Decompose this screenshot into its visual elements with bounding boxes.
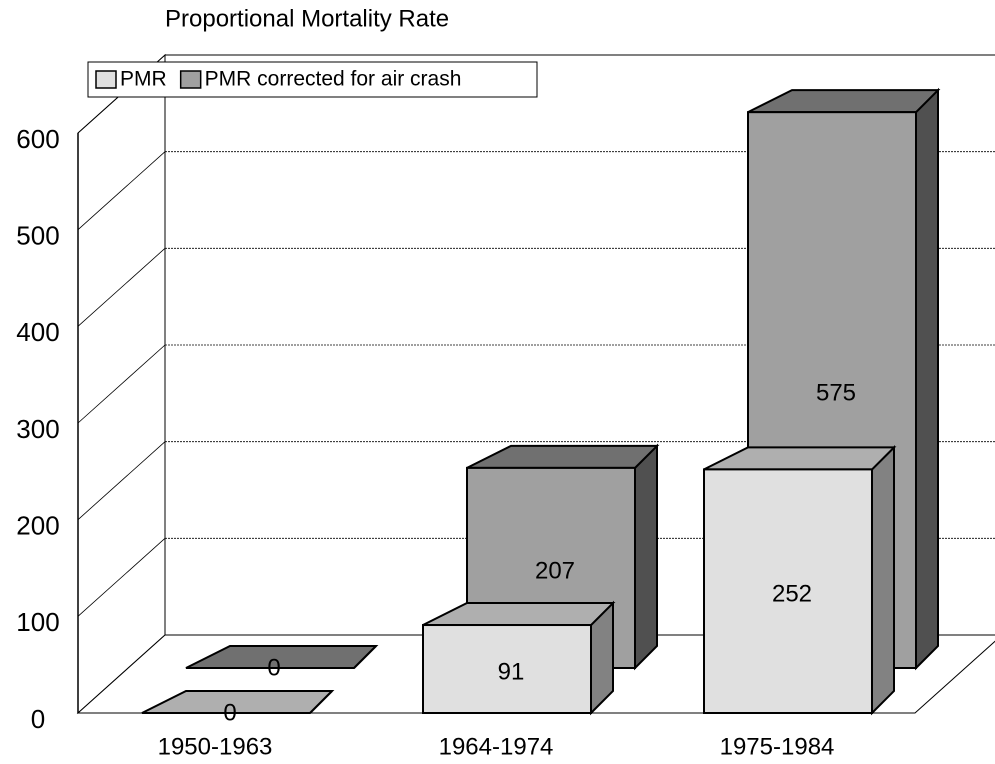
data-label: 0	[267, 654, 280, 681]
data-label: 91	[498, 658, 525, 685]
side-grid-line	[77, 538, 166, 617]
chart-title: Proportional Mortality Rate	[165, 5, 449, 32]
bar-front	[703, 468, 873, 714]
side-grid-line	[77, 151, 166, 230]
side-grid-line	[77, 344, 166, 424]
legend-box	[87, 61, 538, 98]
x-tick-label: 1964-1974	[439, 733, 554, 760]
bar-side	[871, 444, 895, 716]
bar: 0	[141, 690, 335, 726]
y-tick-label: 0	[31, 704, 45, 734]
y-tick-label: 500	[16, 221, 59, 251]
data-label: 252	[772, 581, 812, 608]
x-tick-label: 1975-1984	[720, 733, 835, 760]
legend-label: PMR	[120, 68, 167, 91]
bar-side	[915, 87, 939, 671]
data-label: 575	[816, 379, 856, 406]
side-grid-line	[77, 248, 166, 327]
data-label: 0	[223, 699, 236, 726]
legend-label: PMR corrected for air crash	[205, 68, 462, 91]
y-tick-label: 600	[16, 124, 59, 154]
y-tick-label: 200	[16, 511, 59, 541]
bar: 91	[422, 600, 616, 716]
legend: PMR PMR corrected for air crash	[87, 61, 538, 98]
bar-side	[634, 443, 658, 671]
side-grid-line	[77, 441, 166, 520]
x-tick-label: 1950-1963	[158, 733, 273, 760]
y-tick-label: 400	[16, 317, 59, 347]
bar: 0	[185, 645, 379, 681]
data-label: 207	[535, 557, 575, 584]
bar: 252	[703, 444, 897, 716]
bar-front	[422, 624, 592, 714]
y-tick-label: 300	[16, 414, 59, 444]
legend-swatch	[95, 70, 117, 89]
y-tick-label: 100	[16, 607, 59, 637]
legend-swatch	[179, 70, 202, 89]
